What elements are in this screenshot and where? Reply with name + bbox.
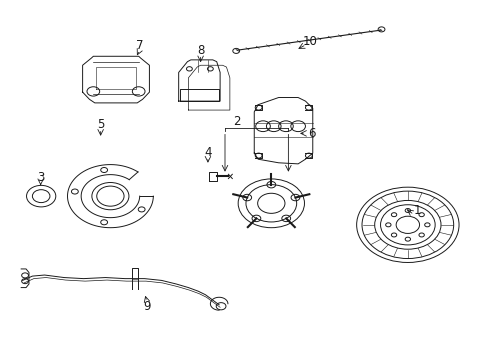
Text: 4: 4	[204, 145, 211, 158]
Text: 1: 1	[413, 204, 421, 217]
Text: 8: 8	[197, 44, 204, 57]
Text: 10: 10	[302, 35, 317, 49]
Text: 7: 7	[136, 39, 143, 52]
Text: 3: 3	[37, 171, 44, 184]
Text: 5: 5	[97, 118, 104, 131]
Text: 6: 6	[307, 127, 315, 140]
Text: 2: 2	[233, 115, 241, 128]
Text: 9: 9	[143, 300, 150, 313]
